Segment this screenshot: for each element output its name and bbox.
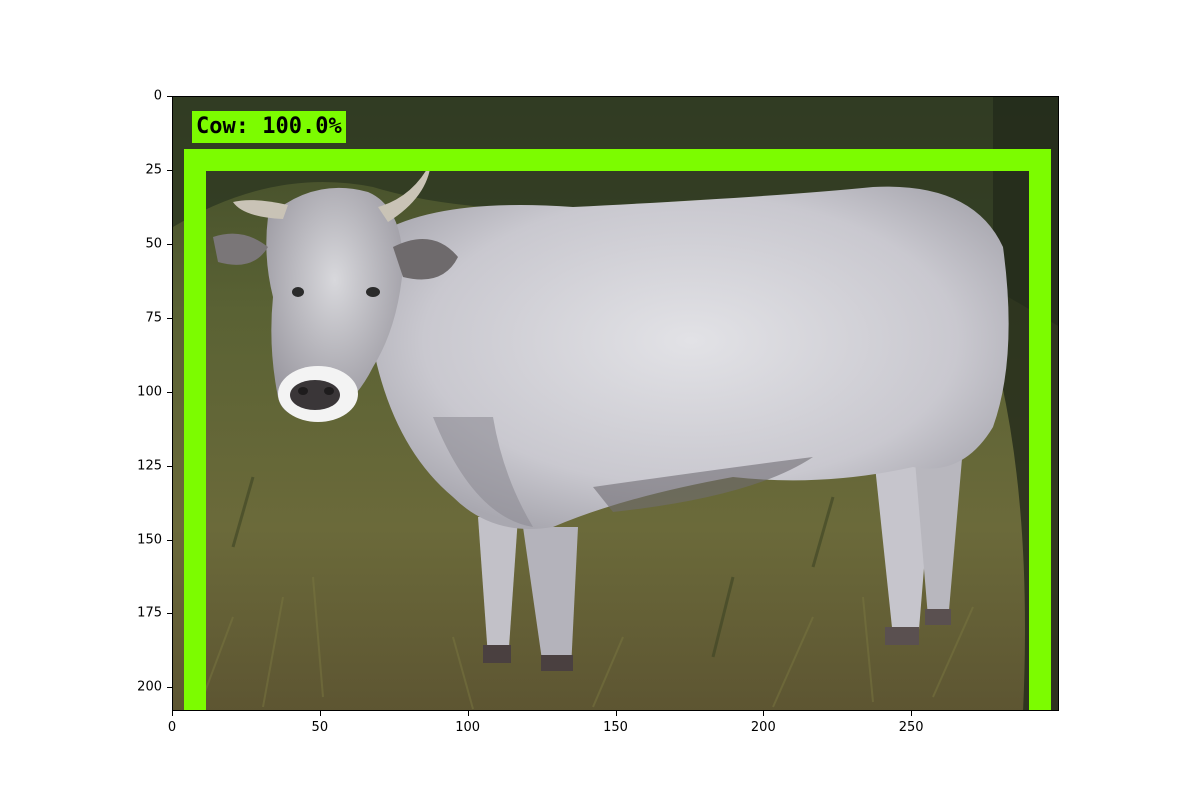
x-tick-label: 0 <box>167 720 177 735</box>
x-tick-mark <box>172 711 173 716</box>
y-tick-mark <box>167 243 172 245</box>
y-tick-label: 125 <box>137 458 162 474</box>
x-tick-mark <box>615 711 617 716</box>
x-tick-mark <box>319 711 321 716</box>
y-tick-label: 100 <box>137 384 162 400</box>
detection-bounding-box <box>184 149 1051 710</box>
y-tick-label: 200 <box>137 679 162 695</box>
y-tick-mark <box>167 317 172 319</box>
x-tick-label: 250 <box>898 720 924 735</box>
y-tick-mark <box>167 465 172 467</box>
x-tick-mark <box>467 711 469 716</box>
image-axes: Cow: 100.0% <box>172 96 1059 711</box>
y-tick-label: 0 <box>153 88 162 104</box>
y-tick-label: 150 <box>137 532 162 547</box>
y-tick-mark <box>167 391 172 393</box>
x-tick-mark <box>911 711 913 716</box>
y-tick-mark <box>167 613 172 615</box>
y-tick-label: 50 <box>145 236 162 252</box>
x-tick-mark <box>763 711 765 716</box>
x-tick-label: 50 <box>311 720 329 735</box>
y-tick-label: 75 <box>145 310 162 326</box>
y-tick-mark <box>167 96 172 97</box>
x-tick-label: 200 <box>750 720 776 735</box>
y-tick-label: 25 <box>145 162 162 178</box>
y-tick-mark <box>167 539 172 541</box>
y-tick-label: 175 <box>137 605 162 621</box>
y-tick-mark <box>167 687 172 689</box>
y-tick-mark <box>167 169 172 171</box>
x-tick-label: 150 <box>603 720 628 735</box>
x-tick-label: 100 <box>455 720 481 735</box>
detection-label: Cow: 100.0% <box>192 111 346 143</box>
